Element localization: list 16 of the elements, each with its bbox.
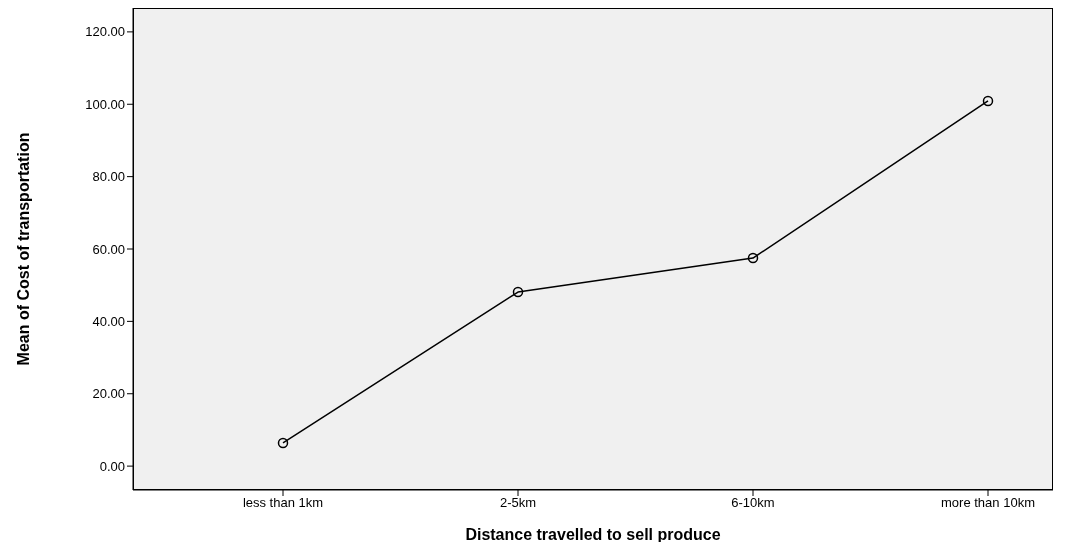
x-tick-label: less than 1km (242, 495, 324, 511)
x-tick-label: more than 10km (941, 495, 1035, 511)
point (277, 437, 289, 449)
x-tick-label: 6-10km (731, 495, 775, 511)
point (747, 252, 759, 264)
y-tick-label: 40.00 (92, 313, 125, 329)
point (512, 286, 524, 298)
point (982, 95, 994, 107)
y-tick-label: 20.00 (92, 386, 125, 402)
y-tick-label: 80.00 (92, 169, 125, 185)
y-tick-label: 60.00 (92, 241, 125, 257)
y-tick-label: 100.00 (85, 96, 125, 112)
x-tick-label: 2-5km (499, 495, 537, 511)
y-tick-label: 120.00 (85, 24, 125, 40)
y-axis-title: Mean of Cost of transportation (14, 132, 32, 366)
y-tick-label: 0.00 (99, 458, 125, 474)
